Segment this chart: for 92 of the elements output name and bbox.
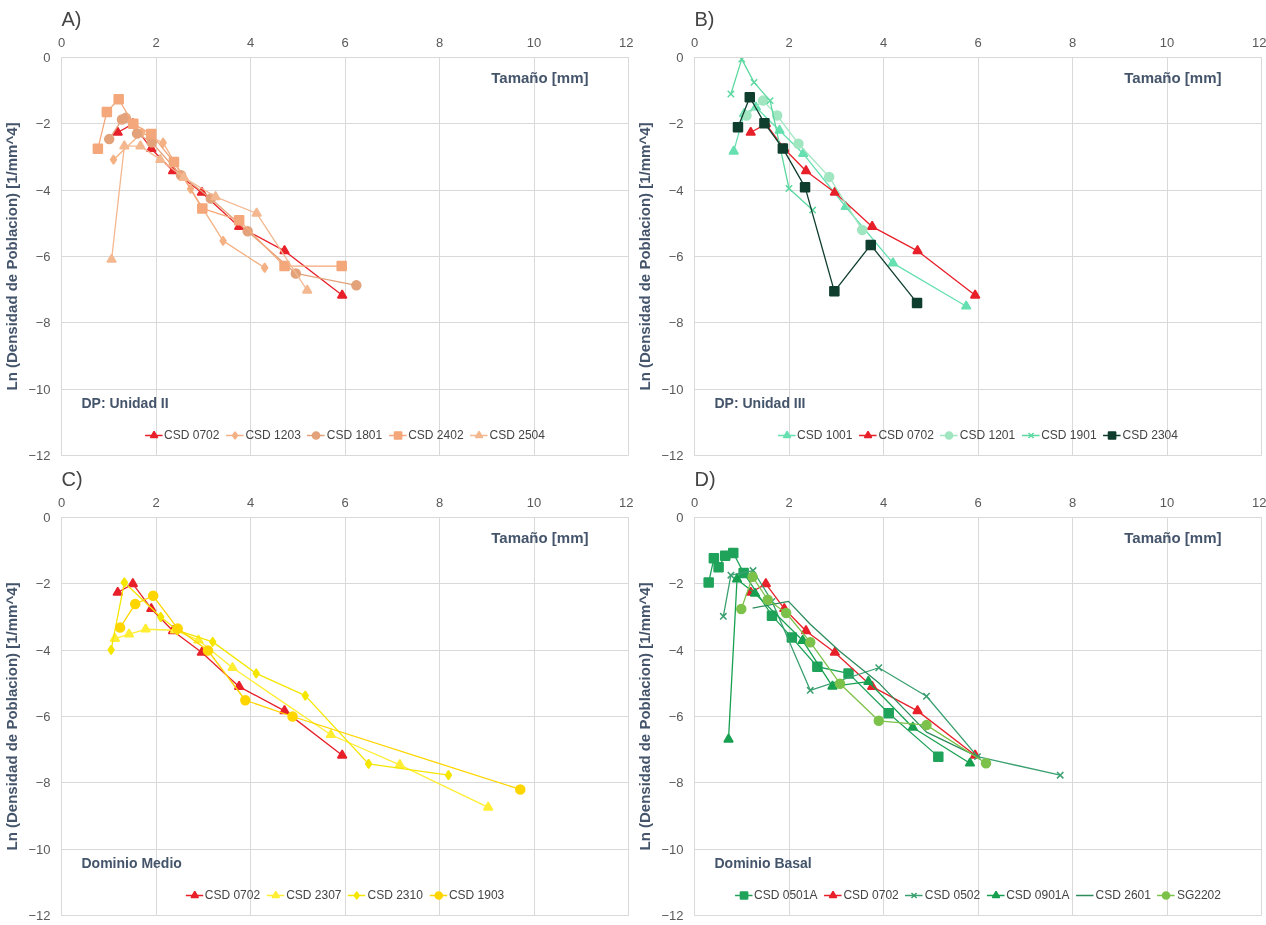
y-axis-title: Ln (Densidad de Poblacion) [1/mm^4] [3, 582, 21, 851]
x-tick-label: 0 [690, 494, 699, 510]
x-tick-label: 0 [57, 34, 66, 50]
x-axis-title: Tamaño [mm] [1124, 528, 1222, 546]
y-tick-label: −2 [35, 576, 51, 592]
legend-label: CSD 1903 [448, 888, 505, 902]
legend-label: CSD 2310 [367, 888, 423, 902]
y-tick-label: −10 [28, 841, 51, 857]
y-tick-label: −8 [668, 315, 684, 331]
y-tick-label: −6 [35, 709, 51, 724]
y-tick-label: −6 [668, 249, 684, 264]
legend-label: CSD 1203 [245, 428, 301, 442]
x-tick-label: 0 [57, 494, 66, 510]
x-tick-label: 8 [1068, 494, 1077, 510]
x-tick-label: 10 [1159, 34, 1175, 50]
legend-label: CSD 2402 [408, 428, 464, 442]
x-axis-title: Tamaño [mm] [1124, 68, 1222, 86]
y-tick-label: −12 [661, 448, 684, 463]
legend-label: CSD 1201 [959, 428, 1016, 442]
x-tick-label: 4 [879, 34, 888, 50]
chart-title: C) [61, 467, 83, 490]
annotation: DP: Unidad II [81, 394, 169, 411]
y-tick-label: −12 [28, 908, 51, 923]
legend-label: CSD 0502 [924, 888, 981, 902]
annotation: Dominio Basal [714, 854, 812, 871]
y-axis-title: Ln (Densidad de Poblacion) [1/mm^4] [3, 122, 21, 391]
legend-label: CSD 0901A [1006, 888, 1070, 902]
y-tick-label: 0 [676, 510, 684, 525]
x-tick-label: 2 [785, 494, 793, 510]
y-tick-label: −10 [661, 381, 684, 397]
y-tick-label: −4 [668, 182, 684, 198]
y-tick-label: −10 [28, 381, 51, 397]
x-axis-title: Tamaño [mm] [491, 68, 589, 86]
chart-title: D) [694, 467, 716, 490]
y-tick-label: −4 [668, 642, 684, 658]
y-tick-label: −6 [668, 709, 684, 724]
y-tick-label: −10 [661, 841, 684, 857]
x-tick-label: 10 [526, 34, 542, 50]
x-tick-label: 6 [341, 34, 349, 50]
y-tick-label: 0 [43, 50, 51, 65]
legend-label: CSD 2307 [286, 888, 342, 902]
x-tick-label: 4 [879, 494, 888, 510]
y-tick-label: −2 [35, 116, 51, 132]
y-axis-title: Ln (Densidad de Poblacion) [1/mm^4] [636, 582, 654, 851]
legend-label: CSD 2504 [489, 428, 545, 442]
legend-label: CSD 1801 [326, 428, 383, 442]
y-tick-label: −12 [28, 448, 51, 463]
y-tick-label: −12 [661, 908, 684, 923]
x-axis-title: Tamaño [mm] [491, 528, 589, 546]
y-tick-label: −8 [35, 775, 51, 791]
legend-label: CSD 0702 [843, 888, 899, 902]
legend-label: CSD 0702 [164, 428, 220, 442]
x-tick-label: 8 [1068, 34, 1077, 50]
x-tick-label: 6 [974, 494, 982, 510]
legend-label: CSD 2601 [1095, 888, 1151, 902]
y-tick-label: 0 [43, 510, 51, 525]
legend-label: CSD 0702 [204, 888, 261, 902]
y-tick-label: −8 [668, 775, 684, 791]
annotation: Dominio Medio [81, 854, 182, 871]
x-tick-label: 10 [1159, 494, 1175, 510]
x-tick-label: 12 [619, 494, 634, 510]
legend-label: SG2202 [1176, 888, 1221, 902]
y-tick-label: −4 [35, 642, 51, 658]
y-tick-label: −4 [35, 182, 51, 198]
legend-label: CSD 1001 [797, 428, 853, 442]
x-tick-label: 12 [1252, 34, 1266, 50]
x-tick-label: 8 [435, 494, 444, 510]
x-tick-label: 4 [246, 494, 255, 510]
legend-label: CSD 2304 [1122, 428, 1178, 442]
y-axis-title: Ln (Densidad de Poblacion) [1/mm^4] [636, 122, 654, 391]
x-tick-label: 12 [619, 34, 634, 50]
chart-title: A) [61, 7, 82, 30]
x-tick-label: 12 [1252, 494, 1266, 510]
y-tick-label: −2 [668, 116, 684, 132]
legend-label: CSD 1901 [1041, 428, 1097, 442]
x-tick-label: 8 [435, 34, 444, 50]
legend-label: CSD 0501A [754, 888, 818, 902]
x-tick-label: 4 [246, 34, 255, 50]
x-tick-label: 10 [526, 494, 542, 510]
x-tick-label: 2 [785, 34, 793, 50]
x-tick-label: 0 [690, 34, 699, 50]
x-tick-label: 2 [152, 494, 160, 510]
chart-title: B) [694, 7, 715, 30]
y-tick-label: 0 [676, 50, 684, 65]
x-tick-label: 2 [152, 34, 160, 50]
annotation: DP: Unidad III [714, 394, 806, 411]
legend-label: CSD 0702 [878, 428, 934, 442]
y-tick-label: −6 [35, 249, 51, 264]
x-tick-label: 6 [974, 34, 982, 50]
y-tick-label: −8 [35, 315, 51, 331]
x-tick-label: 6 [341, 494, 349, 510]
y-tick-label: −2 [668, 576, 684, 592]
